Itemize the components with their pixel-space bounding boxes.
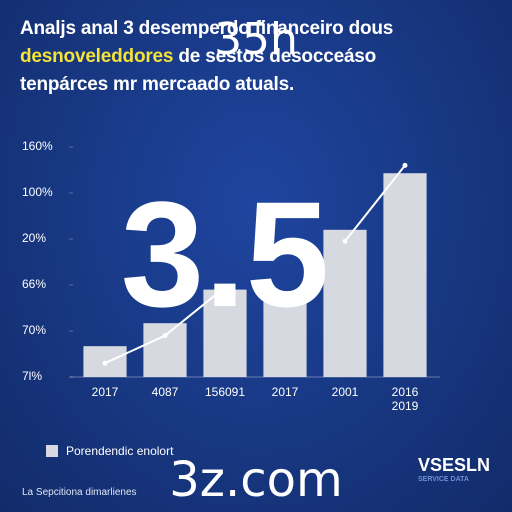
bar xyxy=(323,229,367,377)
bar xyxy=(143,323,187,377)
x-tick-label: 2017 xyxy=(271,385,299,399)
bar xyxy=(263,301,307,377)
line-point xyxy=(102,360,108,366)
brand-sub: SERVICE DATA xyxy=(418,476,469,483)
line-point xyxy=(222,284,228,290)
line xyxy=(344,164,406,242)
title-line: Analjs anal 3 desemperdo financeiro dous xyxy=(20,18,394,39)
overlay-text: 3z.com xyxy=(169,452,343,508)
x-tick-label: 156091 xyxy=(204,385,246,399)
y-tick-label: 70% xyxy=(22,323,46,337)
overlay-text: 3.5 xyxy=(120,170,330,338)
title-line: tenpárces mr mercaado atuals. xyxy=(20,74,295,95)
title-highlight: desnoveleddores xyxy=(20,46,174,67)
bar xyxy=(203,289,247,377)
line-point xyxy=(402,162,408,168)
title-line: desnoveleddores de sestos desocceáso xyxy=(20,46,376,68)
x-tick-label: 2001 xyxy=(331,385,359,399)
brand: VSESLN xyxy=(418,455,491,475)
legend-swatch xyxy=(46,445,58,457)
y-tick-label: 160% xyxy=(22,139,53,153)
x-tick-label: 4087 xyxy=(151,385,179,399)
line-point xyxy=(162,333,168,339)
x-tick-label: 2016 2019 xyxy=(391,385,419,413)
y-tick-label: 7l% xyxy=(22,369,42,383)
y-tick-label: 66% xyxy=(22,277,46,291)
y-tick-label: 20% xyxy=(22,231,46,245)
legend: Porendendic enolort xyxy=(46,444,173,458)
title-rest: de sestos desocceáso xyxy=(173,46,377,67)
legend-label: Porendendic enolort xyxy=(66,444,174,458)
y-tick-label: 100% xyxy=(22,185,53,199)
x-tick-label: 2017 xyxy=(91,385,119,399)
bar xyxy=(383,173,427,377)
overlay-text: 35h xyxy=(214,14,298,65)
line-point xyxy=(342,238,348,244)
footer-text: La Sepcitiona dimarlienes xyxy=(22,487,137,498)
